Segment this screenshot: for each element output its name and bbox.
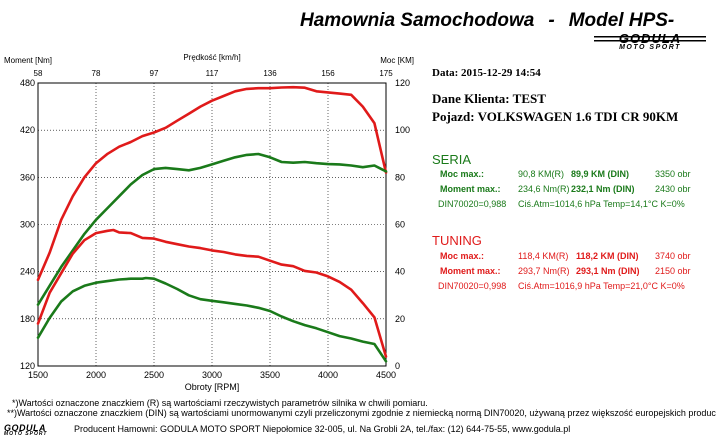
y-left-tick-label: 180	[20, 314, 35, 324]
producer-info: Producent Hamowni: GODULA MOTO SPORT Nie…	[74, 424, 571, 434]
seria-torque-rpm: 2430 obr	[655, 184, 691, 194]
y-right-tick-label: 20	[395, 314, 405, 324]
top-tick-label: 58	[34, 69, 43, 78]
right-axis-label: Moc [KM]	[380, 56, 414, 65]
title-left: Hamownia Samochodowa	[300, 10, 535, 31]
tuning-power-label: Moc max.:	[440, 251, 485, 261]
y-right-tick-label: 60	[395, 220, 405, 230]
y-left-tick-label: 300	[20, 220, 35, 230]
footer-logo-main: GODULA	[4, 423, 46, 433]
top-tick-label: 97	[150, 69, 159, 78]
top-axis-label: Prędkość [km/h]	[183, 53, 240, 62]
tuning-power-r: 118,4 KM(R)	[518, 251, 569, 261]
page-title: Hamownia Samochodowa - Model HPS-	[300, 10, 674, 32]
x-tick-label: 2000	[86, 370, 106, 380]
x-tick-label: 2500	[144, 370, 164, 380]
tuning-power-line	[36, 85, 388, 282]
seria-power-rpm: 3350 obr	[655, 169, 691, 179]
y-right-tick-label: 100	[395, 125, 410, 135]
tuning-conditions: Ciś.Atm=1016,9 hPa Temp=21,0°C K=0%	[518, 281, 685, 291]
seria-torque-line	[36, 276, 388, 363]
client-name: Dane Klienta: TEST	[432, 91, 546, 106]
tuning-torque-label: Moment max.:	[440, 266, 501, 276]
tuning-torque-r: 293,7 Nm(R)	[518, 266, 570, 276]
left-axis-label: Moment [Nm]	[4, 56, 52, 65]
y-right-tick-label: 0	[395, 361, 400, 371]
vehicle-name: Pojazd: VOLKSWAGEN 1.6 TDI CR 90KM	[432, 109, 679, 124]
logo-stripes	[594, 36, 706, 42]
x-tick-label: 3000	[202, 370, 222, 380]
tuning-torque-rpm: 2150 obr	[655, 266, 691, 276]
footer-logo: GODULA MOTO SPORT	[4, 423, 68, 437]
seria-power-label: Moc max.:	[440, 169, 485, 179]
footer-logo-sub: MOTO SPORT	[4, 431, 48, 437]
y-left-tick-label: 420	[20, 125, 35, 135]
y-right-tick-label: 120	[395, 78, 410, 88]
tuning-power-din: 118,2 KM (DIN)	[576, 251, 639, 261]
tuning-heading: TUNING	[432, 233, 482, 248]
x-tick-label: 1500	[28, 370, 48, 380]
tuning-torque-din: 293,1 Nm (DIN)	[576, 266, 640, 276]
seria-torque-din: 232,1 Nm (DIN)	[571, 184, 635, 194]
y-left-tick-label: 120	[20, 361, 35, 371]
top-tick-label: 117	[206, 69, 219, 78]
seria-torque-label: Moment max.:	[440, 184, 501, 194]
top-tick-label: 136	[263, 69, 277, 78]
logo-main-text: GODULA	[618, 31, 682, 46]
top-tick-label: 175	[379, 69, 393, 78]
y-left-tick-label: 480	[20, 78, 35, 88]
y-right-tick-label: 40	[395, 267, 405, 277]
y-right-tick-label: 80	[395, 172, 405, 182]
y-left-tick-label: 360	[20, 172, 35, 182]
x-tick-label: 4500	[376, 370, 396, 380]
title-separator: -	[548, 10, 555, 31]
footnote-r: *)Wartości oznaczone znaczkiem (R) są wa…	[12, 398, 428, 408]
x-axis-label: Obroty [RPM]	[185, 382, 240, 392]
tuning-norm: DIN70020=0,998	[438, 281, 507, 291]
logo-sub-text: MOTO SPORT	[619, 44, 681, 51]
x-tick-label: 4000	[318, 370, 338, 380]
godula-logo: GODULA MOTO SPORT	[594, 31, 706, 53]
y-left-tick-label: 240	[20, 267, 35, 277]
seria-power-line	[36, 152, 388, 307]
title-right: Model HPS-	[568, 10, 675, 31]
tuning-torque-line	[36, 228, 388, 358]
test-date: Data: 2015-12-29 14:54	[432, 67, 541, 79]
x-tick-label: 3500	[260, 370, 280, 380]
tuning-power-rpm: 3740 obr	[655, 251, 691, 261]
top-tick-label: 78	[92, 69, 101, 78]
seria-torque-r: 234,6 Nm(R)	[518, 184, 570, 194]
top-tick-label: 156	[321, 69, 335, 78]
footnote-din: **)Wartości oznaczone znaczkiem (DIN) są…	[7, 408, 716, 418]
seria-conditions: Ciś.Atm=1014,6 hPa Temp=14,1°C K=0%	[518, 199, 685, 209]
seria-power-din: 89,9 KM (DIN)	[571, 169, 630, 179]
seria-heading: SERIA	[432, 152, 472, 167]
seria-norm: DIN70020=0,988	[438, 199, 507, 209]
seria-power-r: 90,8 KM(R)	[518, 169, 565, 179]
